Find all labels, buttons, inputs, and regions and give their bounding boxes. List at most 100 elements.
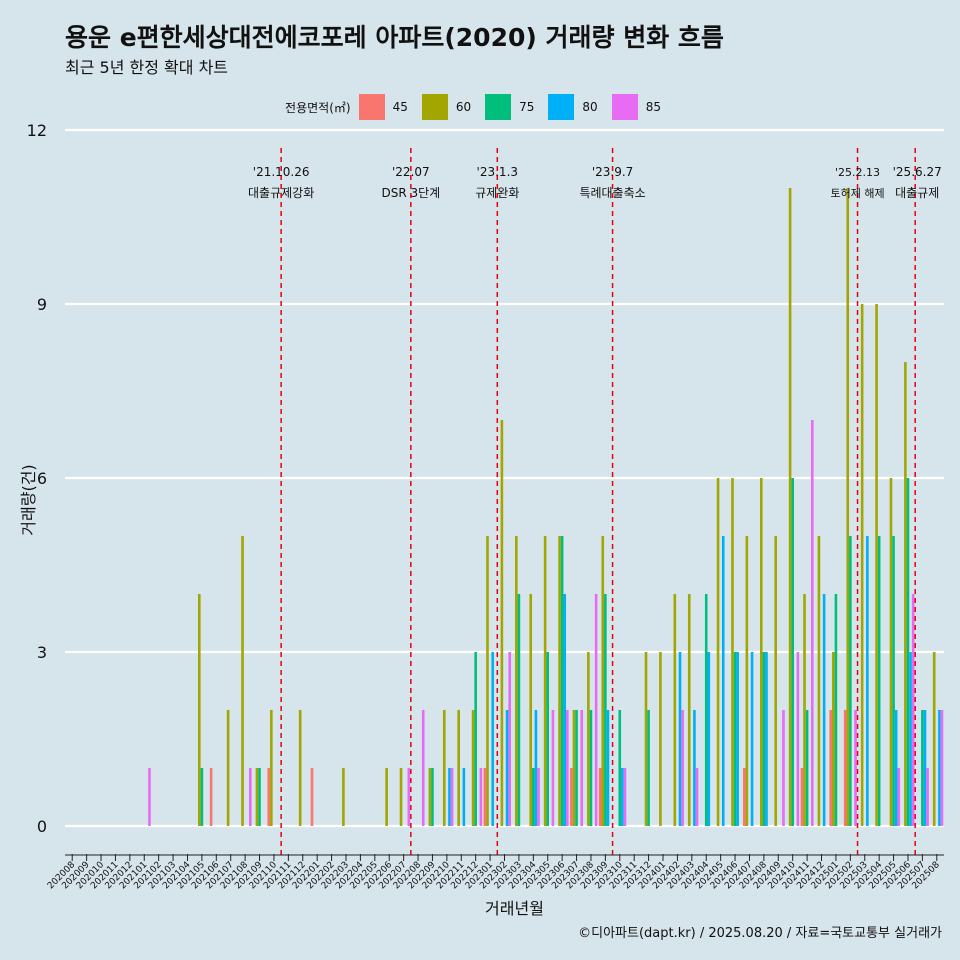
x-axis-title: 거래년월 — [485, 899, 544, 918]
legend: 전용면적(㎡) 45 60 75 80 85 — [0, 94, 960, 120]
bar-85-202306 — [566, 710, 569, 826]
bar-80-202506 — [909, 652, 912, 826]
bar-80-202306 — [563, 594, 567, 826]
bar-80-202508 — [938, 710, 941, 826]
bar-85-202304 — [537, 768, 540, 826]
event-label: 규제완화 — [475, 186, 519, 200]
bar-60-202405 — [716, 478, 720, 826]
legend-key-60 — [421, 94, 448, 120]
bar-85-202410 — [796, 652, 800, 826]
bar-75-202312 — [647, 710, 650, 826]
bar-60-202412 — [817, 536, 821, 826]
bar-85-202212 — [479, 768, 483, 826]
bar-75-202310 — [618, 710, 622, 826]
bar-75-202408 — [762, 652, 766, 826]
bar-80-202407 — [750, 652, 754, 826]
bar-75-202109 — [258, 768, 261, 826]
bar-60-202305 — [543, 536, 547, 826]
legend-key-45 — [358, 94, 385, 120]
bar-60-202401 — [659, 652, 662, 826]
bar-80-202505 — [894, 710, 898, 826]
bar-85-202310 — [623, 768, 627, 826]
bar-45-202411 — [800, 768, 804, 826]
bar-60-202211 — [457, 710, 460, 826]
bar-85-202508 — [940, 710, 944, 826]
bar-45-202301 — [483, 768, 487, 826]
bar-60-202112 — [298, 710, 302, 826]
y-tick-label: 12 — [27, 121, 47, 140]
bar-60-202309 — [601, 536, 605, 826]
bar-85-202402 — [681, 710, 684, 826]
bar-60-202110 — [270, 710, 273, 826]
chart-subtitle: 최근 5년 한정 확대 차트 — [65, 58, 229, 77]
bar-85-202305 — [551, 710, 555, 826]
bar-85-202207 — [407, 768, 411, 826]
bar-80-202402 — [678, 652, 682, 826]
bar-45-202106 — [209, 768, 213, 826]
legend-key-80 — [548, 94, 575, 120]
bar-75-202501 — [834, 594, 838, 826]
bar-60-202301 — [486, 536, 489, 826]
bar-60-202505 — [889, 478, 893, 826]
event-date: '23.9.7 — [592, 165, 633, 179]
bar-45-202110 — [267, 768, 271, 826]
bar-45-202407 — [742, 768, 746, 826]
bar-85-202403 — [695, 768, 699, 826]
bar-75-202308 — [589, 710, 593, 826]
bar-60-202207 — [399, 768, 403, 826]
bar-60-202504 — [875, 304, 878, 826]
legend-label-45: 45 — [392, 100, 408, 114]
bar-45-202201 — [310, 768, 314, 826]
bar-60-202210 — [442, 710, 446, 826]
bar-75-202502 — [849, 536, 852, 826]
bar-75-202209 — [431, 768, 434, 826]
bar-75-202404 — [704, 594, 708, 826]
bar-75-202411 — [805, 710, 809, 826]
bar-60-202307 — [572, 710, 576, 826]
bar-85-202101 — [148, 768, 151, 826]
bar-80-202503 — [866, 536, 869, 826]
bar-60-202107 — [226, 710, 230, 826]
bar-85-202502 — [854, 710, 857, 826]
y-tick-label: 6 — [37, 469, 47, 488]
bar-80-202507 — [923, 710, 927, 826]
bar-85-202210 — [450, 768, 454, 826]
bar-60-202411 — [803, 594, 806, 826]
bar-75-202307 — [575, 710, 578, 826]
bar-80-202404 — [707, 652, 711, 826]
bar-60-202108 — [241, 536, 244, 826]
bar-80-202309 — [606, 710, 610, 826]
bar-80-202406 — [736, 652, 739, 826]
bar-60-202407 — [745, 536, 749, 826]
bar-75-202212 — [474, 652, 477, 826]
bar-75-202105 — [200, 768, 204, 826]
bar-60-202109 — [255, 768, 259, 826]
event-date: '23.1.3 — [477, 165, 518, 179]
bar-80-202408 — [765, 652, 768, 826]
event-label: 토허제 해제 — [830, 186, 884, 200]
legend-key-75 — [485, 94, 512, 120]
bar-75-202304 — [532, 768, 535, 826]
legend-label-75: 75 — [519, 100, 535, 114]
chart-title: 용운 e편한세상대전에코포레 아파트(2020) 거래량 변화 흐름 — [65, 23, 724, 52]
y-axis-title: 거래량(건) — [19, 464, 38, 535]
event-label: DSR 3단계 — [381, 186, 440, 200]
bar-60-202203 — [342, 768, 345, 826]
bar-45-202501 — [829, 710, 833, 826]
bar-75-202406 — [733, 652, 737, 826]
bar-80-202403 — [693, 710, 696, 826]
bar-45-202502 — [843, 710, 847, 826]
bar-85-202411 — [810, 420, 814, 826]
bar-45-202307 — [570, 768, 573, 826]
bar-75-202410 — [791, 478, 794, 826]
bar-80-202412 — [822, 594, 826, 826]
bar-60-202409 — [774, 536, 777, 826]
bar-75-202507 — [921, 710, 924, 826]
event-date: '21.10.26 — [253, 165, 310, 179]
bar-60-202306 — [558, 536, 561, 826]
bar-60-202506 — [904, 362, 907, 826]
bar-60-202410 — [788, 188, 792, 826]
bar-60-202105 — [198, 594, 201, 826]
bar-85-202506 — [911, 594, 915, 826]
